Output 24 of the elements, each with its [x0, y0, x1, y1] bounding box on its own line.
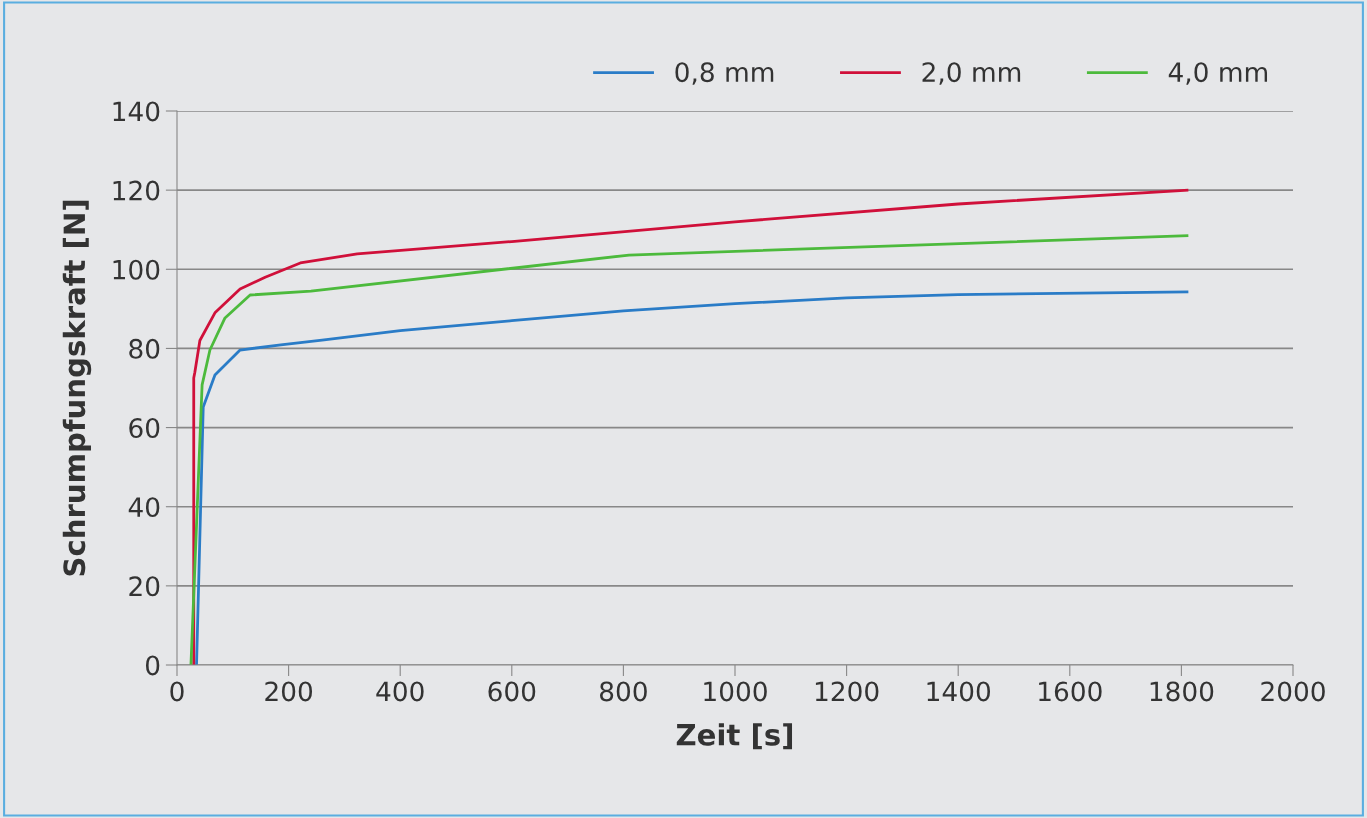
- legend-label: 2,0 mm: [922, 62, 1021, 85]
- x-tick-label: 1400: [927, 681, 991, 702]
- y-tick-label: 140: [113, 101, 160, 122]
- y-tick-label: 100: [113, 259, 160, 280]
- x-axis-title: Zeit [s]: [676, 723, 793, 750]
- y-tick-label: 80: [129, 338, 160, 359]
- y-tick-label: 60: [129, 418, 160, 438]
- x-tick-label: 2000: [1261, 681, 1325, 702]
- x-tick-label: 600: [488, 681, 536, 702]
- y-axis-title: Schrumpfungskraft [N]: [62, 200, 92, 576]
- y-tick-label: 120: [113, 180, 160, 201]
- legend-label: 4,0 mm: [1168, 62, 1268, 85]
- x-tick-label: 1200: [815, 681, 879, 702]
- x-tick-label: 1600: [1039, 681, 1102, 702]
- x-tick-label: 800: [600, 681, 647, 702]
- y-tick-label: 0: [145, 655, 160, 676]
- x-tick-label: 1000: [704, 681, 767, 702]
- x-tick-label: 400: [376, 681, 424, 702]
- y-tick-label: 20: [129, 576, 160, 597]
- y-tick-label: 40: [128, 497, 160, 518]
- x-tick-label: 0: [170, 681, 184, 702]
- x-tick-label: 200: [265, 681, 313, 702]
- x-tick-label: 1800: [1150, 681, 1214, 702]
- legend-label: 0,8 mm: [675, 62, 774, 85]
